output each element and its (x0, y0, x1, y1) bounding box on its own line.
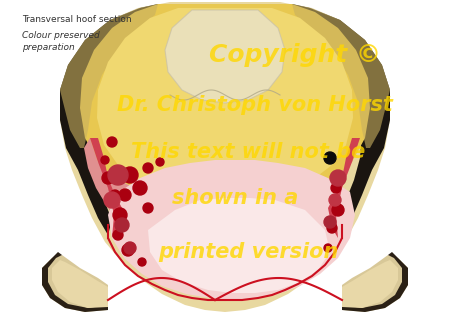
Text: preparation: preparation (22, 43, 75, 52)
Polygon shape (52, 260, 108, 308)
Circle shape (113, 208, 127, 222)
Text: printed version: printed version (158, 242, 338, 262)
Circle shape (156, 158, 164, 166)
Polygon shape (108, 160, 355, 300)
Circle shape (143, 163, 153, 173)
Polygon shape (328, 138, 360, 238)
Polygon shape (60, 2, 390, 312)
Polygon shape (292, 4, 390, 148)
Circle shape (143, 203, 153, 213)
Circle shape (108, 165, 128, 185)
Circle shape (324, 244, 332, 252)
Circle shape (102, 172, 114, 184)
Circle shape (331, 183, 341, 193)
Polygon shape (90, 138, 122, 238)
Circle shape (122, 244, 134, 256)
Polygon shape (342, 260, 398, 308)
Circle shape (122, 167, 138, 183)
Polygon shape (342, 252, 408, 312)
Circle shape (113, 230, 123, 240)
Polygon shape (42, 252, 108, 312)
Polygon shape (84, 138, 358, 282)
Circle shape (138, 258, 146, 266)
Polygon shape (97, 8, 353, 191)
Polygon shape (80, 4, 370, 195)
Circle shape (324, 152, 336, 164)
Text: This text will not be: This text will not be (131, 142, 365, 162)
Polygon shape (165, 10, 285, 103)
Circle shape (124, 242, 136, 254)
Text: Dr. Christoph von Horst: Dr. Christoph von Horst (117, 95, 393, 115)
Text: Colour preserved: Colour preserved (22, 31, 100, 40)
Text: Copyright ©: Copyright © (209, 43, 381, 67)
Polygon shape (60, 4, 158, 235)
Circle shape (332, 204, 344, 216)
Polygon shape (42, 255, 108, 312)
Text: Transversal hoof section: Transversal hoof section (22, 15, 131, 24)
Polygon shape (60, 4, 158, 148)
Circle shape (104, 192, 120, 208)
Circle shape (107, 137, 117, 147)
Circle shape (330, 170, 346, 186)
Circle shape (133, 181, 147, 195)
Polygon shape (292, 4, 390, 235)
Polygon shape (148, 198, 330, 293)
Circle shape (324, 216, 336, 228)
Circle shape (101, 156, 109, 164)
Circle shape (329, 194, 341, 206)
Circle shape (110, 190, 120, 200)
Text: shown in a: shown in a (172, 188, 298, 208)
Circle shape (327, 223, 337, 233)
Circle shape (119, 189, 131, 201)
Polygon shape (342, 255, 408, 312)
Circle shape (115, 218, 129, 232)
